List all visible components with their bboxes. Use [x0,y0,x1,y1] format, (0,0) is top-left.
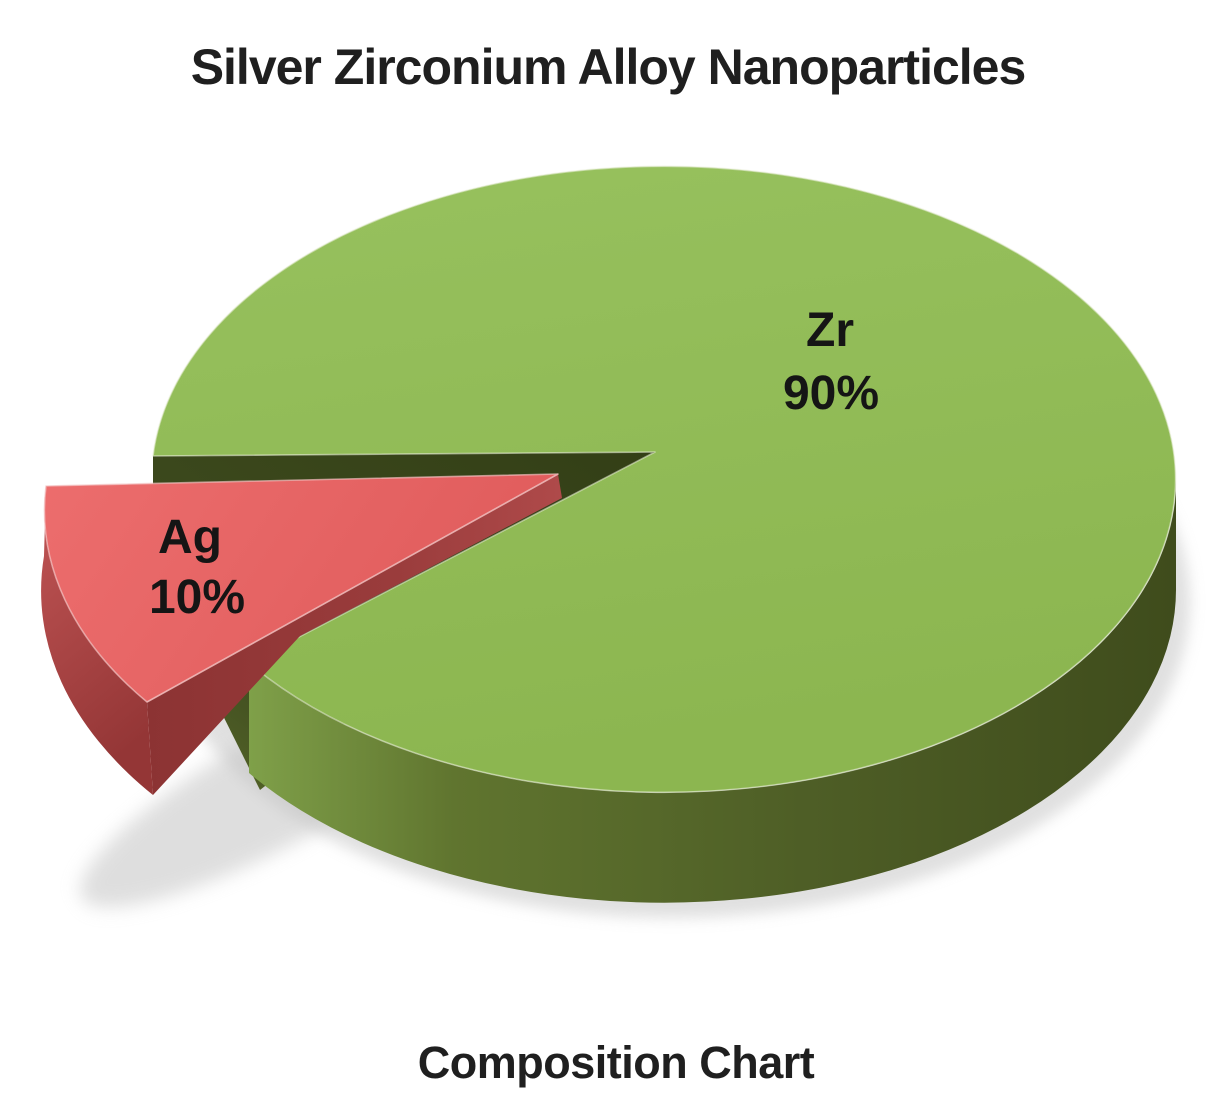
label-ag: Ag [158,511,222,564]
label-zr: Zr [806,304,854,357]
label-zr-pct: 90% [783,367,879,420]
pie-slice-zr [152,165,1177,794]
pie-slice-ag-cut-wall [147,474,562,795]
chart-title: Silver Zirconium Alloy Nanoparticles [191,39,1026,95]
red-slice-rim-highlight [146,473,559,703]
pie-slice-zr-side [249,478,1177,903]
chart-caption: Composition Chart [418,1037,815,1088]
pie-slice-ag [43,473,559,703]
pie-slice-ag-side [41,486,153,795]
label-ag-pct: 10% [149,571,245,624]
